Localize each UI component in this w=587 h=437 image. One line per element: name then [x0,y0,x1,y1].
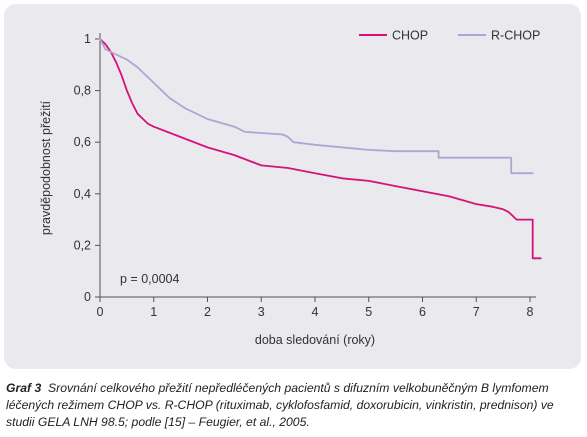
x-tick-label: 8 [527,305,534,319]
y-tick-label: 1 [84,32,91,46]
legend-label-r-chop: R-CHOP [491,29,540,43]
x-axis-label: doba sledování (roky) [255,333,375,347]
caption-text: Srovnání celkového přežití nepředléčenýc… [6,381,554,429]
y-tick-label: 0,6 [74,135,91,149]
legend-label-chop: CHOP [392,29,428,43]
series-line-r-chop [99,38,534,175]
x-tick-label: 5 [365,305,372,319]
y-tick-label: 0,8 [74,84,91,98]
survival-chart: 0 0,2 0,4 0,6 0,8 1 0 1 2 3 4 5 6 7 8 doba sledování (r… [39,29,542,347]
figure-caption: Graf 3 Srovnání celkového přežití nepřed… [6,380,580,431]
x-tick-label: 1 [150,305,157,319]
y-tick-label: 0,4 [74,187,91,201]
caption-label: Graf 3 [6,381,42,395]
p-value-annotation: p = 0,0004 [120,272,179,286]
series-line-chop [99,38,542,260]
x-tick-label: 6 [419,305,426,319]
x-tick-label: 7 [473,305,480,319]
x-tick-label: 4 [312,305,319,319]
x-tick-label: 3 [258,305,265,319]
x-tick-label: 2 [204,305,211,319]
y-tick-label: 0 [84,290,91,304]
y-tick-label: 0,2 [74,238,91,252]
x-tick-label: 0 [97,305,104,319]
y-axis-label: pravděpodobnost přežití [39,100,53,235]
chart-panel: 0 0,2 0,4 0,6 0,8 1 0 1 2 3 4 5 6 7 8 doba sledování (r… [4,4,581,369]
